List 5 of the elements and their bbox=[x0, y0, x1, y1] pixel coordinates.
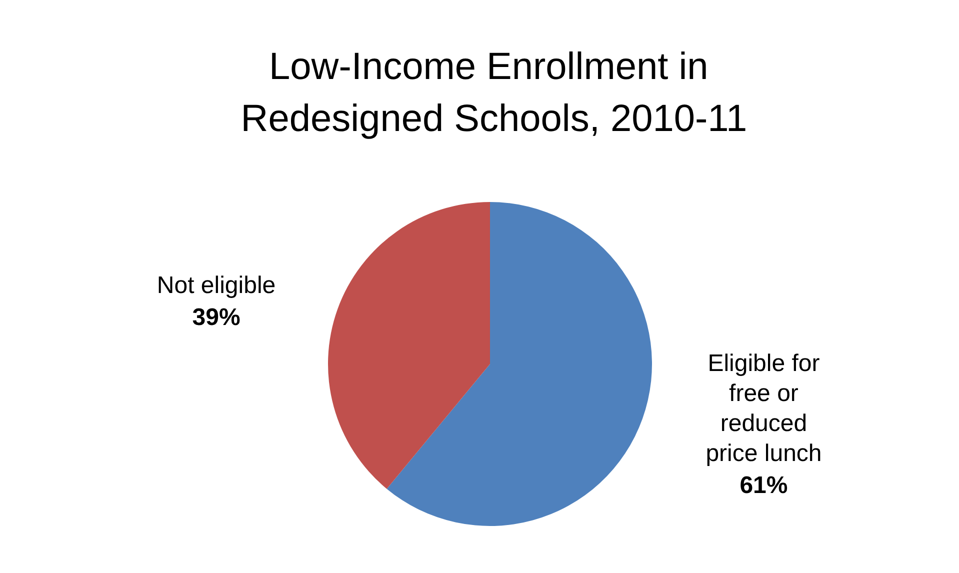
slice-label: Not eligible bbox=[156, 272, 276, 299]
data-label: 39% bbox=[192, 304, 240, 331]
chart-title: Low-Income Enrollment in Redesigned Schools, 2010-11 bbox=[240, 46, 748, 140]
slice-label: Eligible for free or reduced price lunch bbox=[706, 350, 822, 468]
data-label: 61% bbox=[740, 472, 788, 500]
